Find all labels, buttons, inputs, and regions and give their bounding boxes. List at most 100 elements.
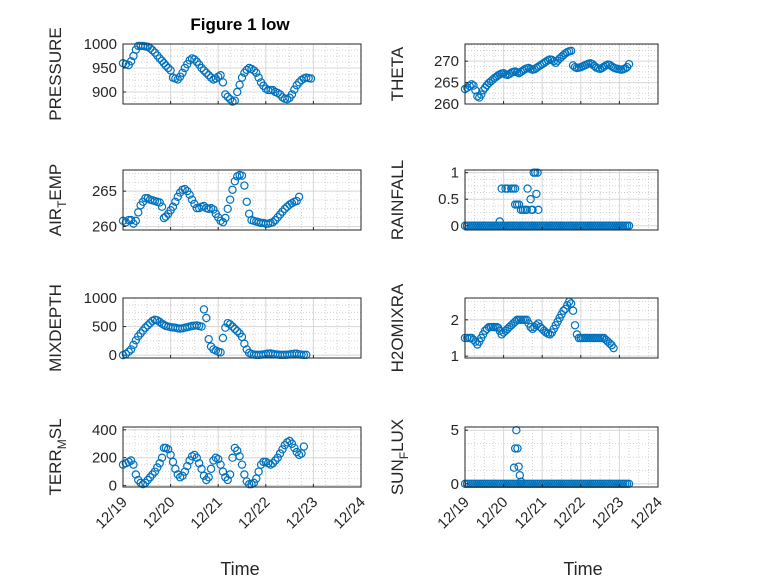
y-tick-label: 400 xyxy=(92,422,117,439)
data-point xyxy=(473,92,482,101)
data-point xyxy=(178,471,187,481)
data-point xyxy=(218,218,228,227)
data-point xyxy=(230,324,240,334)
y-axis-label: H2OMIXRA xyxy=(388,283,407,372)
data-point xyxy=(268,459,278,468)
subplot-3: 260 265 AIRTEMP xyxy=(46,164,362,237)
data-point xyxy=(237,73,247,82)
data-point xyxy=(199,305,209,314)
data-point xyxy=(531,168,540,177)
data-point xyxy=(237,171,247,180)
data-point xyxy=(278,207,287,216)
axes-box xyxy=(122,297,362,359)
data-point xyxy=(126,345,136,354)
y-tick-label: 260 xyxy=(92,218,117,235)
data-point xyxy=(252,68,261,78)
y-tick-label: 0 xyxy=(451,218,459,235)
subplot-5: 0 500 1000 MIXDEPTH xyxy=(46,284,362,372)
data-point xyxy=(465,81,474,91)
data-point xyxy=(278,445,287,454)
data-point xyxy=(161,212,171,221)
x-axis-label-right: Time xyxy=(563,559,602,579)
data-point xyxy=(273,453,282,462)
data-point xyxy=(469,81,478,90)
y-axis-label-main: THETA xyxy=(388,46,407,101)
y-axis-label-rest: EMP xyxy=(46,164,65,201)
data-point xyxy=(230,177,240,186)
data-point xyxy=(206,464,216,474)
data-point xyxy=(240,181,249,190)
y-axis-label: AIRTEMP xyxy=(46,164,69,237)
data-point xyxy=(514,462,523,471)
data-point xyxy=(221,213,230,223)
data-point xyxy=(266,85,275,95)
subplot-1: 900 950 1000 PRESSURE xyxy=(46,27,362,121)
axes-box xyxy=(464,426,659,488)
data-point xyxy=(223,92,232,102)
data-point xyxy=(233,87,242,97)
y-tick-label: 0 xyxy=(451,476,459,493)
data-point xyxy=(467,80,476,89)
data-point xyxy=(155,317,164,327)
y-axis-label-main: MIXDEPTH xyxy=(46,284,65,372)
y-axis-label: SUNFLUX xyxy=(388,419,411,495)
y-tick-label: 1000 xyxy=(84,290,117,307)
y-axis-label: MIXDEPTH xyxy=(46,284,65,372)
data-point xyxy=(180,467,190,476)
y-tick-label: 2 xyxy=(451,312,459,329)
data-point xyxy=(463,333,472,343)
data-point xyxy=(566,46,576,56)
data-point xyxy=(145,44,155,53)
data-point xyxy=(124,347,133,356)
y-axis-label: TERRMSL xyxy=(46,418,69,495)
data-point xyxy=(223,475,232,485)
data-point xyxy=(568,306,578,315)
data-point xyxy=(159,213,169,223)
data-point xyxy=(173,470,182,479)
data-point xyxy=(609,343,618,353)
data-point xyxy=(225,195,235,204)
data-point xyxy=(187,195,197,204)
data-point xyxy=(510,317,520,326)
data-point xyxy=(287,90,297,99)
data-point xyxy=(545,330,555,339)
data-point xyxy=(249,478,259,488)
data-point xyxy=(155,198,164,207)
data-point xyxy=(171,197,180,206)
x-axis-label-left: Time xyxy=(220,559,259,579)
data-point xyxy=(280,204,290,214)
y-tick-label: 1000 xyxy=(84,36,117,53)
y-tick-label: 500 xyxy=(92,319,117,336)
data-point xyxy=(237,460,247,469)
data-point xyxy=(273,213,282,222)
y-axis-label: PRESSURE xyxy=(46,27,65,121)
data-point xyxy=(221,90,230,99)
data-point xyxy=(534,205,543,215)
figure-title: Figure 1 low xyxy=(190,15,290,34)
data-point xyxy=(129,460,138,469)
data-point xyxy=(145,473,155,482)
data-point xyxy=(204,473,213,482)
data-point xyxy=(173,192,182,202)
data-point xyxy=(523,184,532,193)
y-tick-label: 270 xyxy=(434,53,459,70)
y-tick-label: 265 xyxy=(92,183,117,200)
data-point xyxy=(194,459,204,468)
data-point xyxy=(505,221,514,230)
subplot-6: 1 2 H2OMIXRA xyxy=(388,283,659,372)
data-point xyxy=(275,210,285,219)
axes-box xyxy=(122,43,362,105)
data-point xyxy=(166,66,175,75)
data-point xyxy=(509,463,519,472)
y-tick-label: 1 xyxy=(451,165,459,182)
data-point xyxy=(528,205,537,215)
data-point xyxy=(225,320,235,329)
data-point xyxy=(204,334,213,344)
data-point xyxy=(164,63,173,73)
data-point xyxy=(190,55,199,64)
data-point xyxy=(197,322,206,331)
data-point xyxy=(199,471,209,481)
y-tick-label: 1 xyxy=(451,348,459,365)
